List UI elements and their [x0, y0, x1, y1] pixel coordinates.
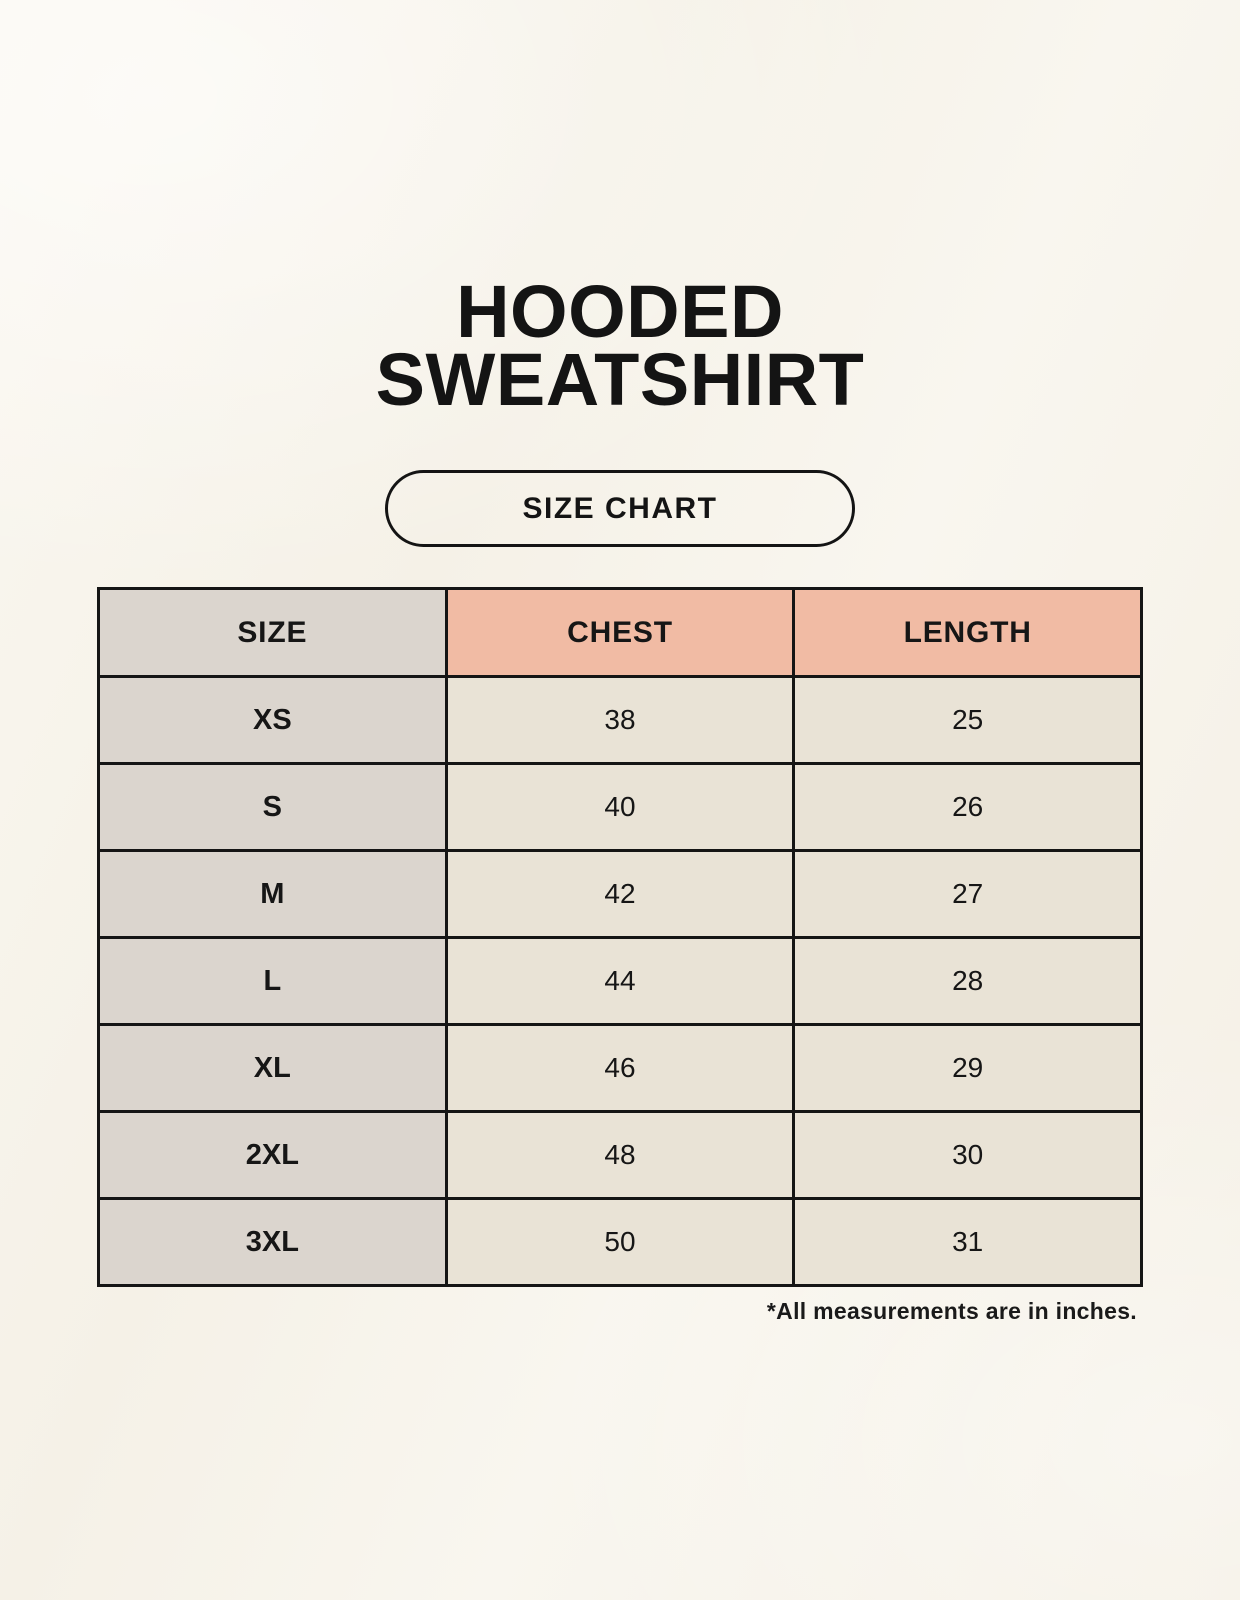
size-label: S [97, 762, 448, 853]
page-title: HOODED SWEATSHIRT [376, 275, 865, 417]
length-value: 31 [792, 1197, 1143, 1288]
chest-value: 48 [444, 1110, 796, 1201]
chest-value: 42 [444, 849, 796, 940]
title-line-1: HOODED [456, 270, 784, 353]
size-chart-badge-label: SIZE CHART [522, 491, 718, 525]
title-line-2: SWEATSHIRT [375, 338, 865, 422]
length-value: 25 [792, 675, 1143, 766]
length-value: 28 [792, 936, 1143, 1027]
chest-value: 44 [444, 936, 796, 1027]
column-header-size: SIZE [97, 587, 448, 679]
table-row: M 42 27 [97, 849, 1143, 940]
length-value: 29 [792, 1023, 1143, 1114]
size-table: SIZE CHEST LENGTH XS 38 25 S 40 26 M 42 … [97, 587, 1143, 1288]
size-chart-badge: SIZE CHART [385, 470, 855, 548]
size-label: 3XL [97, 1197, 448, 1288]
table-header-row: SIZE CHEST LENGTH [97, 587, 1143, 679]
size-label: M [97, 849, 448, 940]
table-row: XS 38 25 [97, 675, 1143, 766]
table-row: 3XL 50 31 [97, 1197, 1143, 1288]
chest-value: 50 [444, 1197, 796, 1288]
column-header-chest: CHEST [444, 587, 796, 679]
table-row: XL 46 29 [97, 1023, 1143, 1114]
length-value: 26 [792, 762, 1143, 853]
chest-value: 46 [444, 1023, 796, 1114]
size-label: XL [97, 1023, 448, 1114]
table-row: L 44 28 [97, 936, 1143, 1027]
size-label: 2XL [97, 1110, 448, 1201]
length-value: 27 [792, 849, 1143, 940]
chest-value: 40 [444, 762, 796, 853]
length-value: 30 [792, 1110, 1143, 1201]
size-label: XS [97, 675, 448, 766]
chest-value: 38 [444, 675, 796, 766]
measurements-footnote: *All measurements are in inches. [766, 1298, 1137, 1325]
size-label: L [97, 936, 448, 1027]
column-header-length: LENGTH [792, 587, 1143, 679]
table-row: 2XL 48 30 [97, 1110, 1143, 1201]
table-row: S 40 26 [97, 762, 1143, 853]
